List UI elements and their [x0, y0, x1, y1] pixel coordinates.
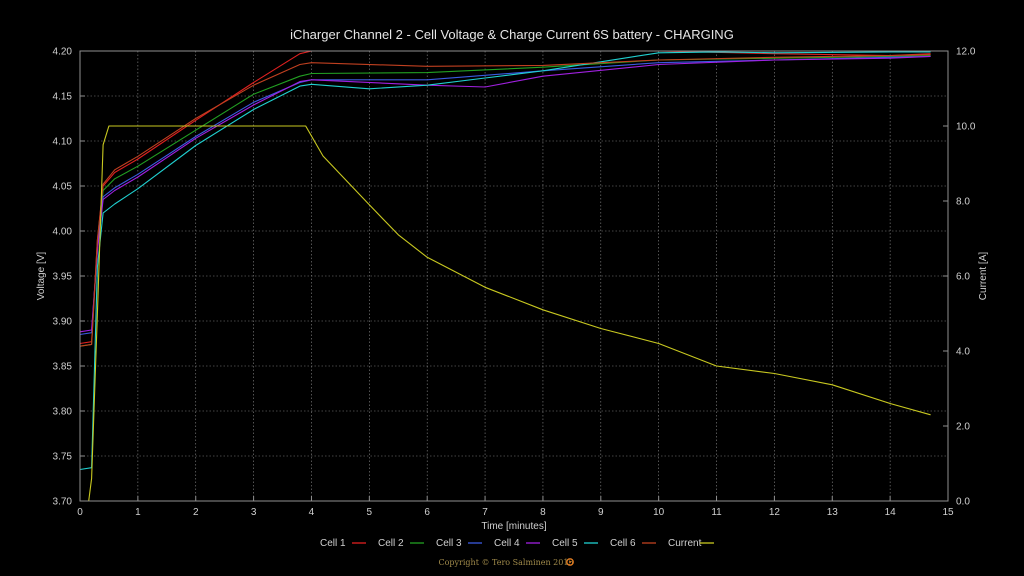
y-tick-label: 3.90 [53, 317, 73, 328]
y2-tick-label: 6.0 [956, 272, 970, 283]
legend-label: Cell 4 [494, 538, 520, 549]
series-line-7 [80, 125, 931, 502]
x-tick-label: 5 [367, 507, 373, 518]
x-tick-label: 4 [309, 507, 315, 518]
y-tick-label: 3.85 [53, 362, 73, 373]
x-tick-label: 10 [653, 507, 665, 518]
y-tick-label: 4.10 [53, 137, 73, 148]
x-tick-label: 2 [193, 507, 199, 518]
legend-label: Current [668, 538, 702, 549]
x-axis-label: Time [minutes] [481, 521, 546, 532]
y2-ticks: 0.0 2.0 4.0 6.0 8.0 10.0 12.0 [943, 47, 976, 508]
series-line-6 [79, 54, 931, 347]
x-tick-label: 14 [885, 507, 897, 518]
y-axis-label: Voltage [V] [36, 252, 47, 301]
series-layer [79, 50, 931, 502]
y-tick-label: 3.80 [53, 407, 73, 418]
y-tick-label: 4.05 [53, 182, 73, 193]
x-tick-label: 7 [482, 507, 488, 518]
copyright-text: Copyright © Tero Salminen 2015 [438, 558, 573, 567]
x-tick-label: 9 [598, 507, 604, 518]
y-ticks: 3.70 3.75 3.80 3.85 3.90 3.95 4.00 4.05 4.10 4.15… [53, 47, 85, 508]
grid [80, 51, 948, 501]
legend: Cell 1 Cell 2 Cell 3 Cell 4 Cell 5 Cell 6 Curr… [320, 538, 714, 549]
legend-label: Cell 3 [436, 538, 462, 549]
y2-tick-label: 2.0 [956, 422, 970, 433]
y-tick-label: 3.95 [53, 272, 73, 283]
legend-label: Cell 5 [552, 538, 578, 549]
x-tick-label: 6 [424, 507, 430, 518]
y2-tick-label: 12.0 [956, 47, 976, 58]
y-tick-label: 3.75 [53, 452, 73, 463]
x-tick-label: 3 [251, 507, 257, 518]
y2-tick-label: 8.0 [956, 197, 970, 208]
y2-tick-label: 10.0 [956, 122, 976, 133]
legend-label: Cell 6 [610, 538, 636, 549]
y-tick-label: 4.20 [53, 47, 73, 58]
x-tick-label: 0 [77, 507, 83, 518]
copyright-logo-icon [566, 558, 574, 566]
legend-label: Cell 2 [378, 538, 404, 549]
y-tick-label: 4.00 [53, 227, 73, 238]
x-tick-label: 15 [942, 507, 954, 518]
legend-label: Cell 1 [320, 538, 346, 549]
y2-tick-label: 0.0 [956, 497, 970, 508]
y-tick-label: 3.70 [53, 497, 73, 508]
x-tick-label: 1 [135, 507, 141, 518]
x-tick-label: 8 [540, 507, 546, 518]
x-tick-label: 12 [769, 507, 781, 518]
y2-tick-label: 4.0 [956, 347, 970, 358]
x-ticks: 0 1 2 3 4 5 6 7 8 9 10 11 12 13 14 15 [77, 496, 954, 518]
y2-axis-label: Current [A] [978, 252, 989, 301]
y-tick-label: 4.15 [53, 92, 73, 103]
x-tick-label: 13 [827, 507, 839, 518]
series-line-5 [79, 51, 931, 471]
chart-title: iCharger Channel 2 - Cell Voltage & Char… [290, 27, 734, 42]
x-tick-label: 11 [711, 507, 722, 518]
